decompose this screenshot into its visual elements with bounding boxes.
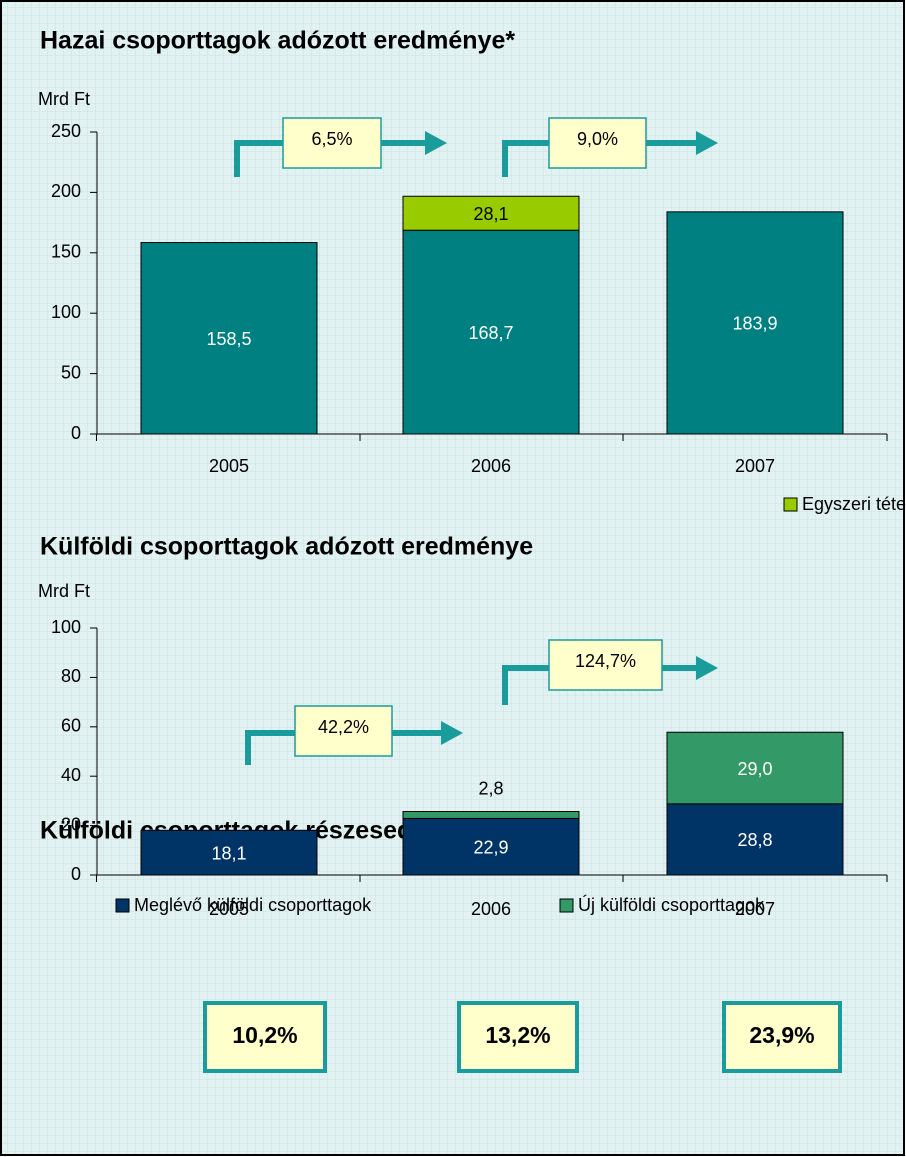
- chart-title: Külföldi csoporttagok adózott eredménye: [40, 533, 533, 561]
- x-tick-label: 2006: [471, 456, 511, 476]
- legend-label: Egyszeri tételek: [802, 494, 906, 514]
- arrow-head: [441, 721, 463, 745]
- x-tick-label: 2006: [471, 899, 511, 919]
- legend-swatch: [115, 898, 130, 913]
- data-label: 22,9: [473, 837, 508, 857]
- bar-segment: [140, 829, 318, 876]
- share-label: 23,9%: [749, 1022, 814, 1048]
- growth-box: [294, 705, 393, 757]
- legend-swatch: [559, 898, 574, 913]
- y-tick-label: 250: [51, 121, 81, 141]
- arrow-head: [425, 131, 447, 155]
- growth-box: [548, 639, 663, 691]
- y-tick-label: 200: [51, 181, 81, 201]
- legend-swatch: [783, 497, 798, 512]
- growth-label: 42,2%: [318, 717, 369, 737]
- y-tick-label: 40: [61, 765, 81, 785]
- share-box: [203, 1001, 327, 1073]
- x-tick-label: 2005: [209, 456, 249, 476]
- bar-segment: [402, 811, 580, 819]
- share-label: 13,2%: [485, 1022, 550, 1048]
- growth-box: [282, 117, 382, 169]
- data-label: 29,0: [737, 759, 772, 779]
- y-tick-label: 80: [61, 666, 81, 686]
- bar-segment: [666, 731, 844, 805]
- data-label: 18,1: [211, 843, 246, 863]
- bar-segment: [402, 195, 580, 231]
- bar-segment: [666, 803, 844, 876]
- y-tick-label: 100: [51, 302, 81, 322]
- y-tick-label: 100: [51, 617, 81, 637]
- data-label: 183,9: [732, 314, 777, 334]
- data-label: 168,7: [468, 323, 513, 343]
- bar-segment: [402, 817, 580, 876]
- y-tick-label: 0: [71, 423, 81, 443]
- y-tick-label: 0: [71, 864, 81, 884]
- x-tick-label: 2005: [209, 899, 249, 919]
- growth-label: 124,7%: [575, 651, 636, 671]
- data-label: 28,1: [473, 204, 508, 224]
- share-label: 10,2%: [232, 1022, 297, 1048]
- x-tick-label: 2007: [735, 456, 775, 476]
- share-box: [722, 1001, 842, 1073]
- y-axis-label: Mrd Ft: [38, 581, 90, 601]
- growth-label: 9,0%: [577, 129, 618, 149]
- y-tick-label: 60: [61, 716, 81, 736]
- share-box: [457, 1001, 579, 1073]
- legend-label: Új külföldi csoporttagok: [578, 894, 765, 915]
- bar-segment: [140, 242, 318, 435]
- bar-segment: [402, 229, 580, 435]
- growth-box: [548, 117, 647, 169]
- y-tick-label: 50: [61, 362, 81, 382]
- y-axis-label: Mrd Ft: [38, 89, 90, 109]
- data-label: 158,5: [206, 329, 251, 349]
- x-tick-label: 2007: [735, 899, 775, 919]
- y-tick-label: 150: [51, 242, 81, 262]
- data-label: 2,8: [478, 778, 503, 798]
- y-tick-label: 20: [61, 814, 81, 834]
- legend-label: Meglévő külföldi csoporttagok: [134, 895, 372, 915]
- arrow-head: [696, 656, 718, 680]
- growth-label: 6,5%: [311, 129, 352, 149]
- data-label: 28,8: [737, 830, 772, 850]
- arrow-head: [696, 131, 718, 155]
- chart-title: Hazai csoporttagok adózott eredménye*: [40, 27, 515, 55]
